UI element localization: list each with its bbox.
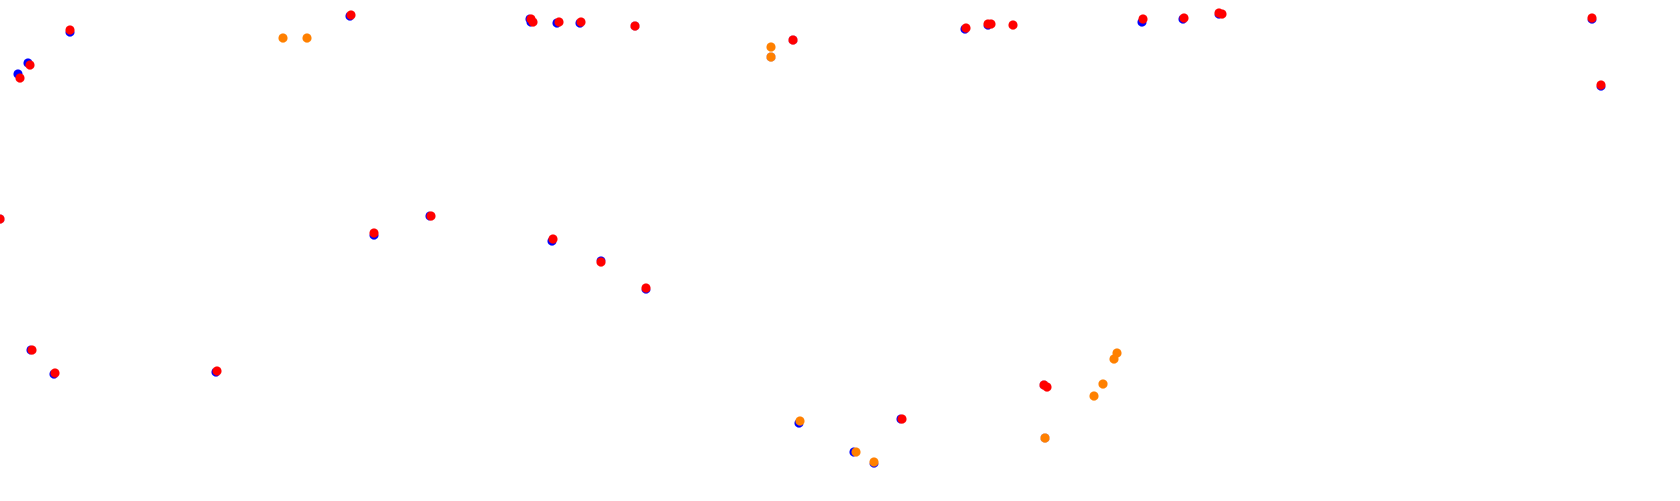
point-orange-10 — [851, 447, 861, 457]
point-red-22 — [426, 211, 436, 221]
point-red-7 — [576, 17, 586, 27]
point-orange-1 — [302, 33, 312, 43]
point-red-3 — [346, 10, 356, 20]
point-red-9 — [788, 35, 798, 45]
point-red-18 — [1587, 13, 1597, 23]
point-red-17 — [1217, 9, 1227, 19]
point-orange-8 — [1040, 433, 1050, 443]
point-red-13 — [1008, 20, 1018, 30]
point-orange-7 — [1089, 391, 1099, 401]
point-red-15 — [1179, 13, 1189, 23]
point-red-31 — [897, 414, 907, 424]
point-red-1 — [25, 60, 35, 70]
point-red-8 — [630, 21, 640, 31]
point-orange-3 — [766, 52, 776, 62]
point-red-28 — [212, 366, 222, 376]
point-red-5 — [528, 17, 538, 27]
point-red-20 — [0, 214, 5, 224]
point-red-27 — [50, 368, 60, 378]
point-orange-6 — [1098, 379, 1108, 389]
point-red-12 — [986, 19, 996, 29]
point-orange-9 — [795, 416, 805, 426]
series-blue — [0, 9, 1606, 468]
series-red — [0, 8, 1606, 424]
point-red-0 — [15, 73, 25, 83]
point-orange-11 — [869, 457, 879, 467]
point-red-30 — [1042, 382, 1052, 392]
point-red-10 — [961, 23, 971, 33]
point-red-24 — [596, 257, 606, 267]
point-red-23 — [548, 234, 558, 244]
point-red-25 — [641, 283, 651, 293]
series-orange — [278, 33, 1122, 467]
point-orange-0 — [278, 33, 288, 43]
point-orange-5 — [1109, 354, 1119, 364]
point-red-2 — [65, 25, 75, 35]
point-red-21 — [369, 228, 379, 238]
point-red-6 — [554, 17, 564, 27]
point-red-26 — [27, 345, 37, 355]
point-red-19 — [1596, 80, 1606, 90]
point-orange-2 — [766, 42, 776, 52]
point-red-14 — [1138, 14, 1148, 24]
